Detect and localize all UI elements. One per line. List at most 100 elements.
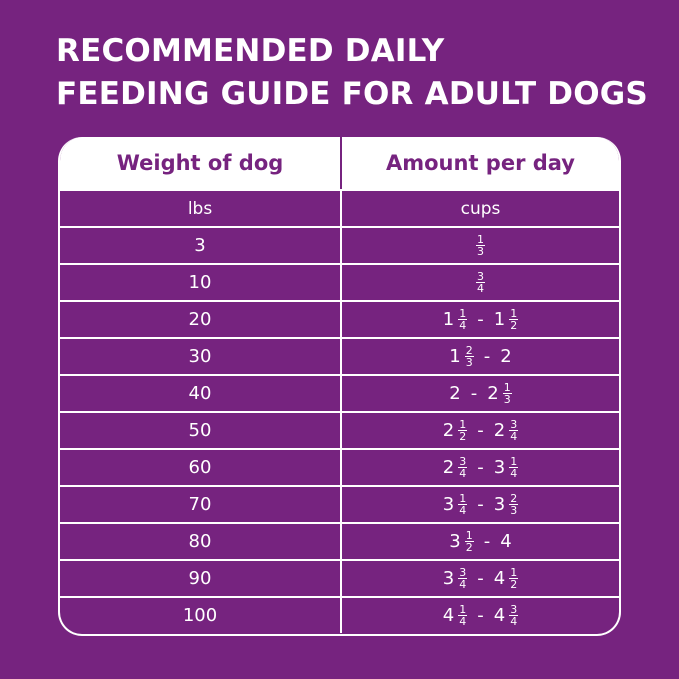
whole-number: 1: [442, 309, 455, 330]
whole-number: 4: [500, 531, 512, 552]
denominator: 3: [477, 245, 484, 258]
title-line-1: RECOMMENDED DAILY: [56, 33, 445, 69]
page-title: RECOMMENDED DAILY FEEDING GUIDE FOR ADUL…: [56, 30, 648, 116]
whole-number: 2: [442, 457, 455, 478]
header-amount: Amount per day: [386, 151, 575, 175]
range-dash: -: [477, 568, 484, 589]
unit-amount: cups: [460, 198, 501, 219]
weight-cell: 3: [60, 228, 342, 263]
numerator: 3: [458, 455, 468, 468]
range-dash: -: [477, 420, 484, 441]
weight-cell: 70: [60, 487, 342, 522]
amount-value: 2: [500, 346, 511, 367]
amount-value: 4: [500, 531, 511, 552]
numerator: 3: [509, 418, 519, 431]
header-weight: Weight of dog: [60, 137, 342, 189]
range-dash: -: [470, 383, 478, 404]
denominator: 3: [503, 393, 511, 406]
range-dash: -: [477, 309, 484, 330]
whole-number: 2: [449, 383, 461, 404]
units-row: lbs cups: [60, 189, 619, 226]
numerator: 2: [464, 344, 474, 357]
denominator: 2: [459, 430, 467, 443]
denominator: 2: [465, 541, 473, 554]
numerator: 1: [509, 455, 519, 468]
denominator: 4: [459, 319, 467, 332]
whole-number: 4: [493, 605, 506, 626]
whole-number: 2: [487, 383, 499, 404]
weight-cell: 100: [60, 598, 342, 633]
denominator: 4: [459, 467, 467, 480]
table-row: 20 1 1 4-1 1 2: [60, 300, 619, 337]
numerator: 1: [476, 233, 485, 246]
numerator: 1: [509, 307, 519, 320]
denominator: 2: [510, 578, 518, 591]
table-row: 80 3 1 2-4: [60, 522, 619, 559]
numerator: 1: [464, 529, 474, 542]
whole-number: 3: [442, 494, 455, 515]
table-row: 90 3 3 4-4 1 2: [60, 559, 619, 596]
denominator: 4: [510, 467, 518, 480]
weight-cell: 30: [60, 339, 342, 374]
whole-number: 3: [442, 568, 455, 589]
range-dash: -: [483, 346, 491, 367]
denominator: 4: [459, 615, 467, 628]
table-row: 100 4 1 4-4 3 4: [60, 596, 619, 633]
denominator: 3: [465, 356, 473, 369]
range-dash: -: [477, 605, 484, 626]
whole-number: 1: [449, 346, 461, 367]
weight-cell: 80: [60, 524, 342, 559]
denominator: 4: [510, 615, 518, 628]
denominator: 4: [477, 282, 484, 295]
numerator: 1: [458, 307, 468, 320]
whole-number: 4: [442, 605, 455, 626]
weight-cell: 20: [60, 302, 342, 337]
numerator: 3: [458, 566, 468, 579]
numerator: 1: [502, 381, 512, 394]
denominator: 4: [510, 430, 518, 443]
whole-number: 2: [442, 420, 455, 441]
numerator: 3: [509, 603, 519, 616]
whole-number: 1: [493, 309, 506, 330]
weight-cell: 50: [60, 413, 342, 448]
title-line-2: FEEDING GUIDE FOR ADULT DOGS: [56, 76, 648, 112]
denominator: 4: [459, 504, 467, 517]
table-row: 30 1 2 3-2: [60, 337, 619, 374]
table-row: 40 2-2 1 3: [60, 374, 619, 411]
whole-number: 3: [493, 494, 506, 515]
numerator: 1: [458, 418, 468, 431]
amount-value: 2: [449, 383, 460, 404]
whole-number: 3: [449, 531, 461, 552]
weight-cell: 90: [60, 561, 342, 596]
